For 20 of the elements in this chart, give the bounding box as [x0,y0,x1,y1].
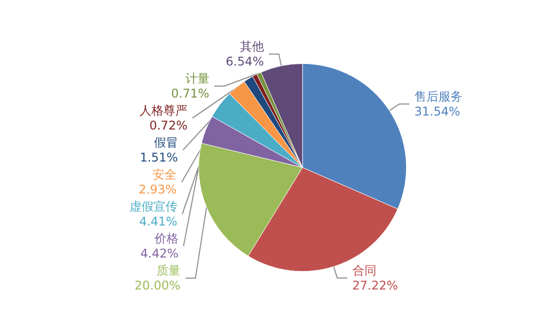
slice-label: 假冒 [154,136,178,150]
slice-label: 质量 [156,264,180,278]
data-label: 0.71% [171,86,210,101]
slice-label: 计量 [185,72,210,86]
slice-label: 安全 [152,168,177,182]
slice-label: 人格尊严 [139,104,188,118]
data-label: 0.72% [149,118,188,133]
data-label: 4.41% [139,214,178,229]
slice-label: 售后服务 [414,90,462,104]
data-label: 31.54% [414,104,460,119]
data-label: 2.93% [138,182,177,197]
slice-label: 其他 [240,40,264,54]
data-label: 6.54% [226,54,264,69]
slice-label: 合同 [352,264,376,278]
data-label: 4.42% [140,246,179,261]
data-label: 1.51% [140,150,178,165]
slice-label: 价格 [154,232,179,246]
slice-label: 虚假宣传 [129,200,178,214]
data-label: 20.00% [134,278,180,293]
data-label: 27.22% [352,278,398,293]
